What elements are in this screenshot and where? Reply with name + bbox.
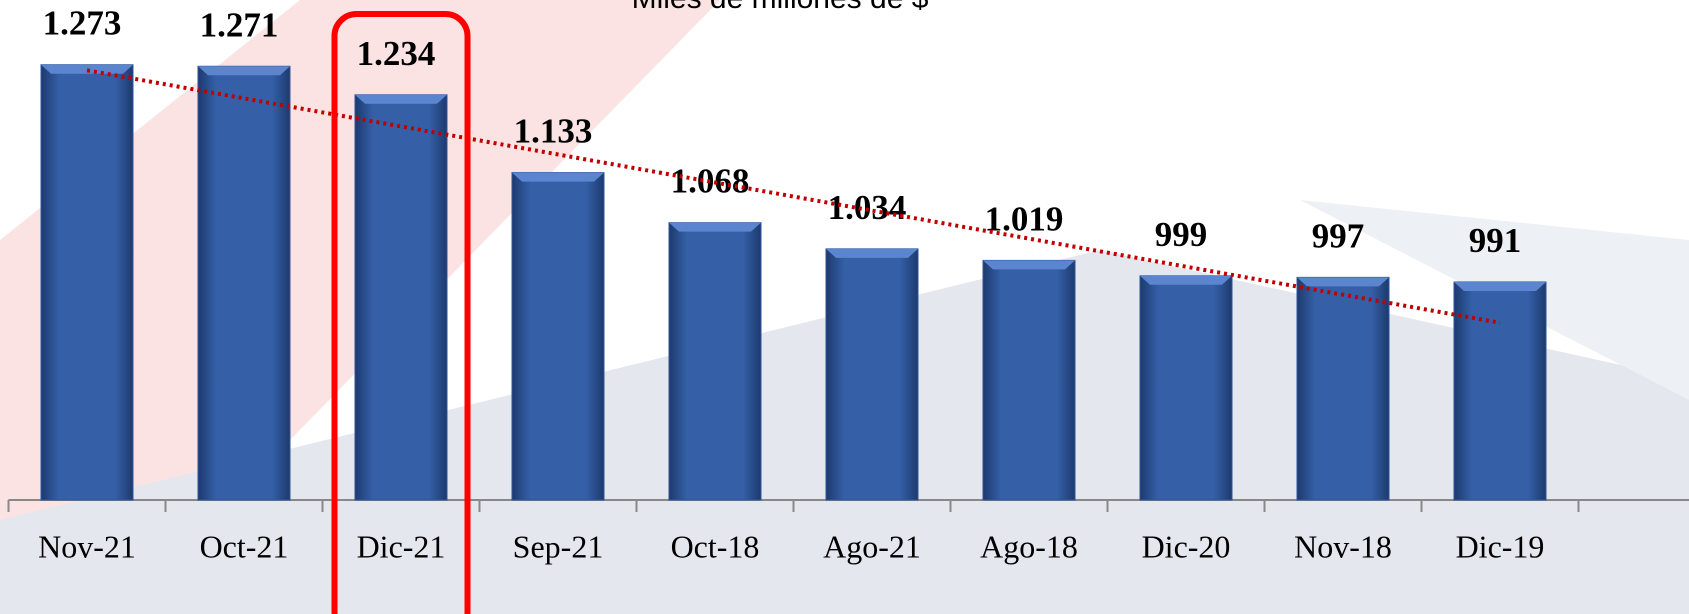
bar [40, 64, 134, 501]
bar-group [197, 65, 291, 501]
bar-bevel [1297, 277, 1389, 287]
x-tick-label: Oct-18 [671, 528, 760, 564]
value-label: 1.034 [828, 188, 907, 227]
bar [1453, 281, 1547, 501]
bar [825, 248, 919, 501]
chart-title: Miles de millones de $ [632, 0, 929, 15]
bar-bevel [1454, 281, 1546, 291]
x-tick-label: Dic-21 [357, 528, 446, 564]
x-tick-label: Dic-20 [1142, 528, 1231, 564]
value-label: 1.273 [43, 4, 122, 43]
x-tick-label: Ago-21 [823, 528, 921, 564]
value-label: 1.234 [357, 34, 436, 73]
bar-bevel [826, 248, 918, 258]
bar [1296, 276, 1390, 501]
value-label: 997 [1312, 216, 1365, 255]
bar-bevel [669, 222, 761, 232]
bar-group [511, 172, 605, 501]
x-tick-label: Oct-21 [200, 528, 289, 564]
x-tick-label: Ago-18 [980, 528, 1078, 564]
bar-bevel [983, 260, 1075, 270]
bar-group [354, 94, 448, 501]
value-label: 991 [1469, 221, 1522, 260]
x-tick-label: Nov-18 [1294, 528, 1392, 564]
value-label: 1.019 [985, 199, 1064, 238]
bar-group [825, 248, 919, 501]
bar [354, 94, 448, 501]
trendline [86, 68, 1501, 325]
x-tick-label: Sep-21 [513, 528, 604, 564]
bar [511, 172, 605, 501]
bar [668, 222, 762, 501]
bar-group [40, 64, 134, 501]
bar [1139, 275, 1233, 501]
bar-bevel [512, 172, 604, 182]
value-label: 999 [1155, 215, 1208, 254]
bar-group [1453, 281, 1547, 501]
bar [197, 65, 291, 501]
bar-bevel [198, 66, 290, 76]
bar-bevel [355, 94, 447, 104]
bar-group [982, 259, 1076, 501]
bar-bevel [1140, 275, 1232, 285]
bar-group [1296, 276, 1390, 501]
bar [982, 259, 1076, 501]
value-label: 1.271 [200, 5, 279, 44]
bar-group [668, 222, 762, 501]
x-tick-label: Nov-21 [38, 528, 136, 564]
x-tick-label: Dic-19 [1456, 528, 1545, 564]
highlight-box [331, 11, 471, 614]
bar-group [1139, 275, 1233, 501]
bar-bevel [41, 64, 133, 74]
value-label: 1.133 [514, 112, 593, 151]
